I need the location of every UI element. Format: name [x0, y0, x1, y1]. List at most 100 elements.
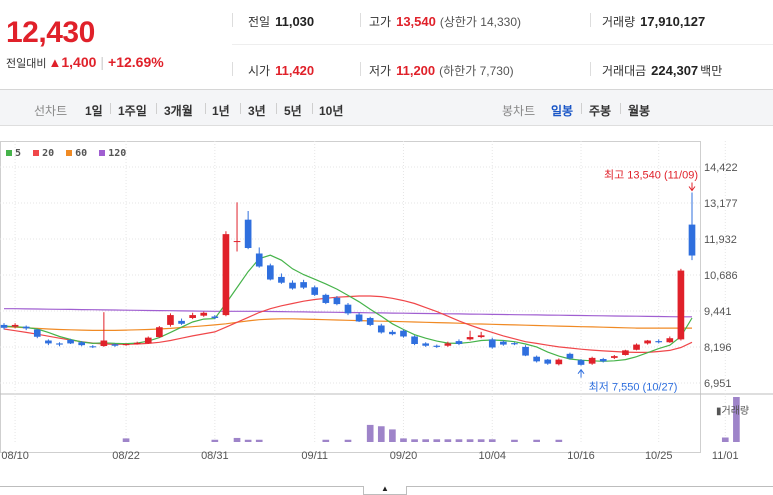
toolbar-divider	[312, 103, 313, 114]
legend-ma5: 5	[6, 148, 21, 159]
candle-body	[144, 337, 152, 344]
high-annotation: 최고 13,540 (11/09)	[604, 169, 698, 182]
legend-ma120: 120	[99, 148, 126, 159]
y-tick-label: 13,177	[704, 198, 738, 210]
legend-swatch	[6, 150, 12, 156]
volume-bar	[488, 439, 496, 442]
period-5y[interactable]: 5년	[284, 104, 302, 118]
change-value: 1,400	[61, 54, 97, 70]
candle-body	[533, 356, 540, 362]
candle-body	[389, 331, 396, 335]
high-arrow-icon	[688, 186, 696, 192]
candle-body	[544, 359, 552, 364]
candle-body	[644, 340, 651, 344]
candle-body	[422, 343, 430, 346]
candle-body	[599, 359, 607, 362]
volume-bar	[366, 424, 374, 442]
plot-frame	[0, 141, 701, 453]
amount-label: 거래대금	[602, 64, 647, 78]
open-price: 시가 11,420	[248, 62, 314, 79]
scroll-tab[interactable]: ▲	[363, 485, 407, 495]
candle-body	[400, 330, 407, 337]
candle-body	[11, 324, 19, 327]
candle-monthly[interactable]: 월봉	[628, 104, 651, 118]
volume-bar	[466, 439, 474, 442]
open-value: 11,420	[275, 63, 315, 78]
candle-body	[89, 346, 97, 348]
period-1y[interactable]: 1년	[212, 104, 230, 118]
x-tick-label: 10/25	[645, 450, 673, 462]
amount-unit: 백만	[700, 64, 723, 78]
volume-label: ▮거래량	[716, 405, 749, 417]
candle-body	[167, 315, 174, 325]
volume-bar	[122, 438, 130, 442]
candle-body	[78, 342, 86, 346]
volume-bar	[344, 439, 352, 442]
volume-bar	[721, 437, 729, 442]
volume-bar	[255, 439, 263, 442]
current-price: 12,430	[6, 16, 95, 49]
period-3y[interactable]: 3년	[248, 104, 266, 118]
candle-body	[100, 340, 108, 347]
x-tick-label: 08/31	[201, 450, 229, 462]
candle-body	[622, 350, 629, 355]
candle-body	[477, 335, 485, 338]
price-change: 전일대비 ▲1,400 | +12.69%	[6, 54, 164, 71]
amount-value: 224,307	[651, 63, 699, 78]
change-divider: |	[100, 54, 105, 70]
change-percent: +12.69%	[108, 54, 164, 70]
candle-body	[311, 287, 319, 295]
legend-swatch	[99, 150, 106, 156]
low-arrow-icon	[577, 368, 585, 374]
candle-body	[178, 320, 185, 324]
candle-body	[677, 270, 685, 340]
legend-swatch	[33, 150, 40, 156]
candle-body	[333, 297, 341, 305]
candlestick-chart[interactable]: 14,422 13,177 11,932 10,686 9,441 8,196 6,951 0…	[0, 127, 773, 467]
candle-body	[255, 253, 263, 267]
candle-body	[56, 343, 63, 345]
candle-daily[interactable]: 일봉	[551, 104, 574, 118]
volume-bar	[244, 439, 252, 442]
x-tick-label: 08/10	[1, 450, 29, 462]
quote-header: 12,430 전일대비 ▲1,400 | +12.69% 전일 11,030 고가 13,…	[0, 0, 773, 90]
candle-chart-label: 봉차트	[502, 104, 536, 118]
period-10y[interactable]: 10년	[319, 104, 344, 118]
candle-body	[200, 312, 208, 316]
low-price: 저가 11,200 (하한가 7,730)	[369, 62, 514, 79]
candle-body	[278, 276, 285, 283]
volume-bar	[511, 439, 518, 442]
candle-body	[633, 344, 640, 350]
candle-body	[222, 234, 230, 316]
volume-bar	[422, 439, 430, 442]
header-row-divider	[232, 44, 773, 45]
lower-limit: (하한가 7,730)	[439, 64, 514, 78]
x-tick-label: 10/04	[478, 450, 506, 462]
legend-ma60: 60	[66, 148, 87, 159]
volume-bar	[555, 439, 563, 442]
volume-bar	[389, 429, 396, 442]
volume-bar	[411, 439, 418, 442]
candle-body	[156, 327, 163, 338]
period-1w[interactable]: 1주일	[118, 104, 147, 118]
candle-body	[433, 345, 441, 347]
candle-body	[577, 360, 585, 365]
header-divider	[360, 62, 361, 76]
period-1d[interactable]: 1일	[85, 104, 103, 118]
high-label: 고가	[369, 15, 392, 29]
volume-bar	[444, 439, 452, 442]
candle-weekly[interactable]: 주봉	[589, 104, 612, 118]
volume-bar	[211, 439, 219, 442]
candle-body	[300, 282, 307, 288]
period-3m[interactable]: 3개월	[164, 104, 193, 118]
candle-body	[0, 324, 8, 328]
candle-body	[655, 341, 663, 343]
ma-line-ma5	[3, 254, 693, 362]
candle-body	[666, 338, 674, 343]
volume-bar	[477, 439, 485, 442]
header-divider	[590, 13, 591, 27]
trading-amount: 거래대금 224,307 백만	[602, 62, 722, 79]
toolbar-divider	[620, 103, 621, 114]
high-value: 13,540	[396, 14, 436, 29]
volume-bar	[533, 439, 540, 442]
